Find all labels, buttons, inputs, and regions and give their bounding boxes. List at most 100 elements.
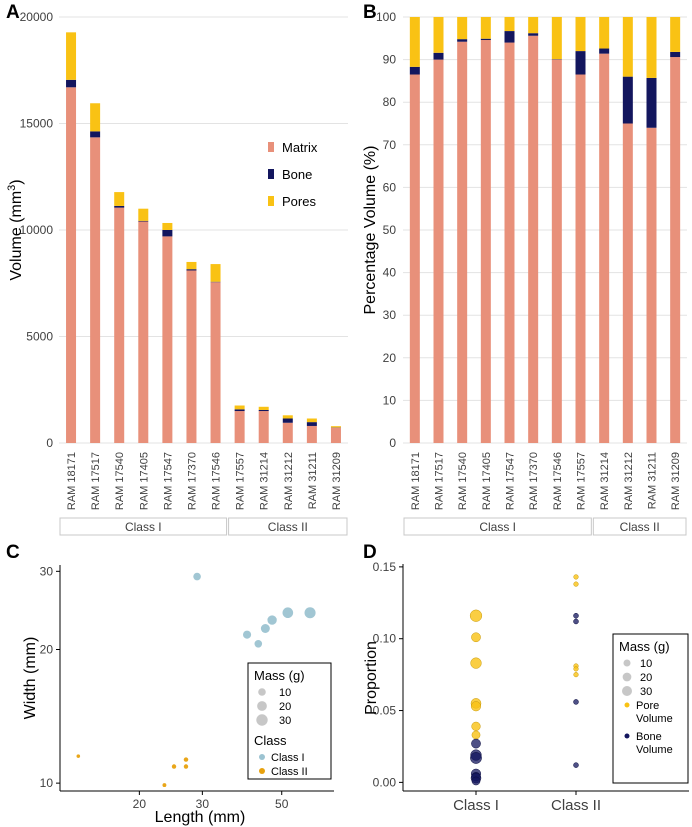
point-class-i <box>243 630 252 639</box>
point-pore-volume <box>469 609 483 622</box>
point-class-ii <box>183 757 189 762</box>
point-class-i <box>304 607 316 619</box>
y-axis-label-sup: 3 <box>6 185 18 191</box>
bar-matrix <box>114 207 125 443</box>
legend-item-label: Pore <box>636 700 659 712</box>
bar-pores <box>210 264 221 282</box>
x-tick-label: RAM 17370 <box>186 452 198 510</box>
y-tick-label: 70 <box>383 138 397 152</box>
x-tick-label: RAM 17546 <box>211 452 223 510</box>
bar-pores <box>90 103 101 132</box>
y-tick-label: 15000 <box>20 117 54 131</box>
y-tick-label: 80 <box>383 95 397 109</box>
x-tick-label: 30 <box>196 797 210 811</box>
legend-item-dot <box>624 733 630 739</box>
x-tick-label: 20 <box>133 797 147 811</box>
y-axis-label-suffix: ) <box>8 179 25 184</box>
panel-label: C <box>6 542 20 563</box>
bar-pores <box>258 406 269 410</box>
legend-size-label: 20 <box>640 672 652 684</box>
point-bone-volume <box>573 618 579 625</box>
legend-title: Mass (g) <box>254 668 305 683</box>
bar-matrix <box>66 87 77 443</box>
bar-matrix <box>433 59 444 443</box>
bar-matrix <box>551 59 562 443</box>
legend-size-label: 10 <box>279 687 291 699</box>
bar-bone <box>646 77 657 128</box>
bar-bone <box>186 269 197 271</box>
bar-matrix <box>306 425 317 443</box>
y-axis-label: Volume (mm3) <box>6 179 25 280</box>
bar-pores <box>114 192 125 206</box>
y-tick-label: 10000 <box>20 223 54 237</box>
x-tick-label: Class II <box>551 797 601 814</box>
bar-bone <box>622 76 633 124</box>
bar-matrix <box>234 411 245 443</box>
legend-item-label: Volume <box>636 744 673 756</box>
x-tick-label: Class I <box>453 797 499 814</box>
point-pore-volume <box>471 721 481 731</box>
legend-size-label: 20 <box>279 701 291 713</box>
bar-bone <box>670 51 681 58</box>
point-pore-volume <box>470 657 482 669</box>
legend-item-label: Bone <box>636 731 662 743</box>
y-tick-label: 0.05 <box>373 704 397 718</box>
point-pore-volume <box>471 632 481 643</box>
bar-matrix <box>186 270 197 443</box>
point-bone-volume <box>573 699 579 705</box>
x-tick-label: RAM 17540 <box>114 452 126 510</box>
group-label: Class II <box>620 520 660 534</box>
y-tick-label: 10 <box>40 776 54 790</box>
bar-pores <box>457 17 468 40</box>
bar-bone <box>575 51 586 75</box>
bar-matrix <box>90 137 101 443</box>
bar-matrix <box>409 74 420 443</box>
x-tick-label: RAM 31214 <box>259 452 271 510</box>
legend-class-label: Class II <box>271 766 308 778</box>
legend-swatch <box>268 169 274 179</box>
bar-pores <box>551 17 562 60</box>
group-label: Class II <box>268 520 308 534</box>
y-tick-label: 0.10 <box>373 632 397 646</box>
point-class-ii <box>183 764 189 769</box>
group-strip <box>403 517 592 536</box>
point-pore-volume <box>471 730 481 740</box>
x-tick-label: RAM 31214 <box>599 452 611 510</box>
bar-matrix <box>504 42 515 444</box>
bar-pores <box>162 222 173 230</box>
x-tick-label: RAM 31212 <box>283 452 295 510</box>
bar-bone <box>409 66 420 75</box>
point-pore-volume <box>470 701 482 712</box>
bar-pores <box>433 17 444 53</box>
bar-pores <box>670 17 681 52</box>
bar-pores <box>528 17 539 34</box>
bar-bone <box>234 409 245 412</box>
bar-pores <box>306 418 317 423</box>
bar-bone <box>282 418 293 423</box>
legend-swatch <box>268 196 274 206</box>
legend-label: Pores <box>282 194 316 209</box>
panel-label: D <box>363 542 377 563</box>
group-label: Class I <box>479 520 516 534</box>
bar-matrix <box>138 221 149 443</box>
legend-size-label: 10 <box>640 658 652 670</box>
panel-a: A 0 5000 10000 15000 20000 Volume (mm3) RAM 181… <box>6 2 348 536</box>
bar-bone <box>433 52 444 60</box>
x-axis-label: Length (mm) <box>155 809 246 826</box>
bar-bone <box>258 409 269 412</box>
bar-matrix <box>480 40 491 444</box>
bar-bone <box>528 33 539 36</box>
bar-bone <box>306 422 317 426</box>
bar-matrix <box>622 123 633 443</box>
point-class-ii <box>162 783 167 788</box>
group-strip <box>592 517 687 536</box>
bar-matrix <box>670 57 681 443</box>
bar-matrix <box>646 127 657 443</box>
x-tick-label: RAM 17405 <box>481 452 493 510</box>
x-tick-label: RAM 17557 <box>576 452 588 510</box>
panel-c: C 10 20 30 20 30 50 Length (mm) Width (mm) Mass (… <box>6 542 334 826</box>
legend-size-label: 30 <box>640 686 652 698</box>
legend-size-dot <box>623 659 631 667</box>
y-tick-label: 0.00 <box>373 775 397 789</box>
x-tick-label: RAM 31212 <box>623 452 635 510</box>
